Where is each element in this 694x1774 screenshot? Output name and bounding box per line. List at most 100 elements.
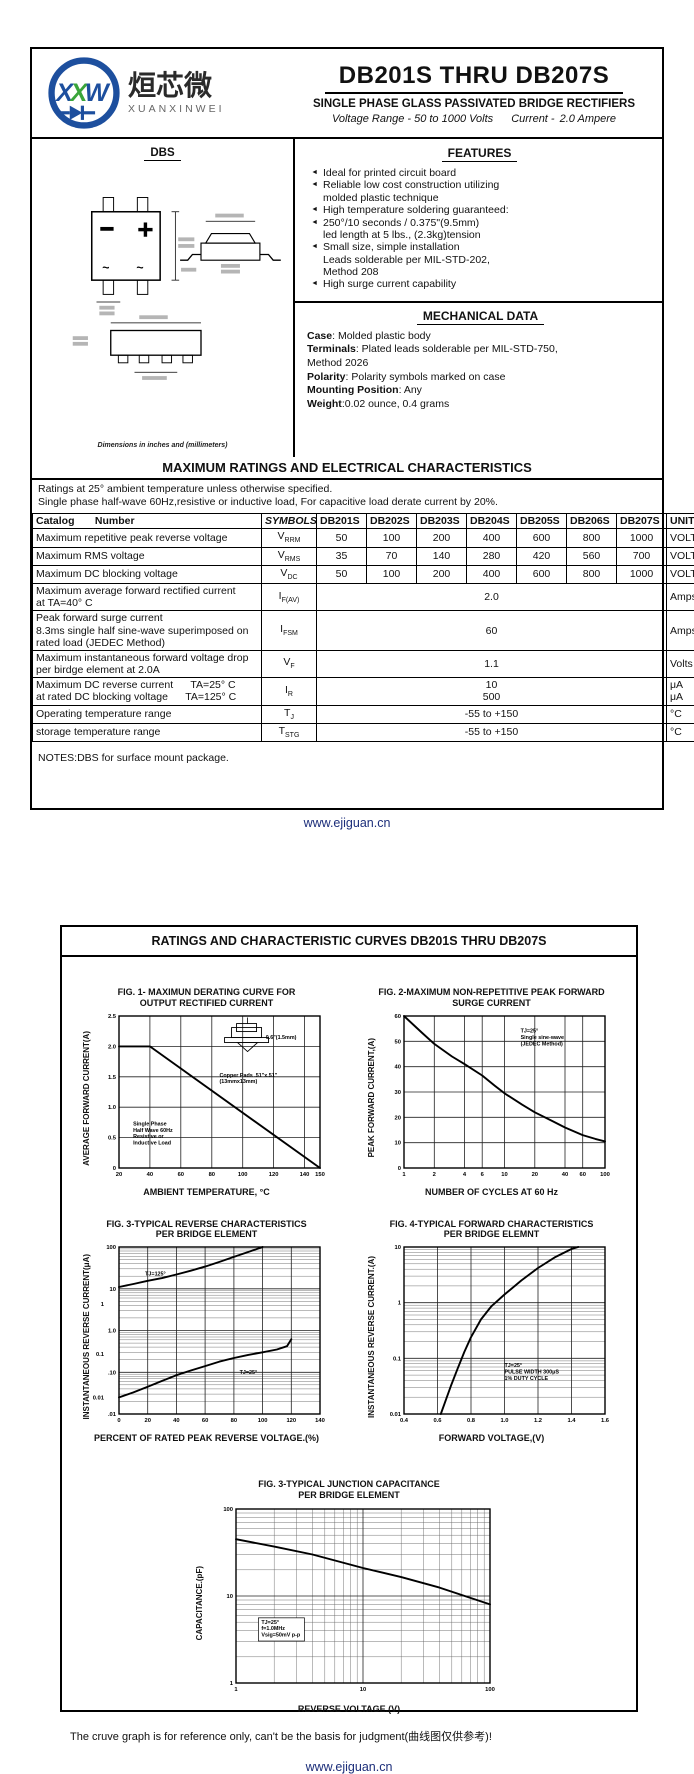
units-cell: °C xyxy=(667,723,694,741)
svg-text:40: 40 xyxy=(395,1064,401,1070)
package-outline-drawing: ~ ~ xyxy=(44,169,282,397)
svg-text:1: 1 xyxy=(101,1302,105,1308)
figure-1-xlabel: AMBIENT TEMPERATURE, °C xyxy=(143,1187,269,1197)
value-cell: 2.0 xyxy=(317,584,667,611)
bullet-icon: ◄ xyxy=(305,167,318,179)
svg-text:TJ=25°: TJ=25° xyxy=(261,1620,279,1626)
svg-text:60: 60 xyxy=(579,1172,585,1178)
units-cell: VOLTS xyxy=(667,547,694,565)
figure-4-ylabel: INSTANTANEOUS REVERSE CURRENT.(A) xyxy=(367,1256,376,1418)
parameter-cell: Maximum RMS voltage xyxy=(33,547,262,565)
figure-1-ylabel: AVERAGE FORWARD CURRENT(A) xyxy=(82,1031,91,1166)
value-cell: 50 xyxy=(317,565,367,583)
svg-text:2.0: 2.0 xyxy=(108,1044,116,1050)
symbol-cell: IFSM xyxy=(262,611,317,651)
table-notes: NOTES:DBS for surface mount package. xyxy=(32,742,662,808)
ratings-note-2: Single phase half-wave 60Hz,resistive or… xyxy=(38,496,656,509)
svg-text:140: 140 xyxy=(300,1172,310,1178)
svg-text:Single Phase: Single Phase xyxy=(133,1121,167,1127)
figure-2: FIG. 2-MAXIMUM NON-REPETITIVE PEAK FORWA… xyxy=(349,987,634,1197)
svg-text:0.6"(1.5mm): 0.6"(1.5mm) xyxy=(266,1034,297,1040)
value-cell: 35 xyxy=(317,547,367,565)
value-cell: 420 xyxy=(517,547,567,565)
package-caption: Dimensions in inches and (millimeters) xyxy=(32,442,293,449)
svg-text:(JEDEC Method): (JEDEC Method) xyxy=(521,1041,563,1047)
units-cell: °C xyxy=(667,705,694,723)
value-cell: 700 xyxy=(617,547,667,565)
value-cell: 70 xyxy=(367,547,417,565)
footer-url-page1[interactable]: www.ejiguan.cn xyxy=(0,816,694,830)
header: X X W 烜芯微 XUANXINWEI DB201S THRU DB207S … xyxy=(32,49,662,139)
units-cell: Amps xyxy=(667,584,694,611)
svg-text:40: 40 xyxy=(173,1418,179,1424)
ratings-title: MAXIMUM RATINGS AND ELECTRICAL CHARACTER… xyxy=(32,457,662,480)
svg-text:Copper Pads .51"x.51": Copper Pads .51"x.51" xyxy=(220,1072,278,1078)
svg-text:80: 80 xyxy=(209,1172,215,1178)
svg-text:0: 0 xyxy=(117,1418,120,1424)
figure-4-xlabel: FORWARD VOLTAGE,(V) xyxy=(439,1433,545,1443)
device-column-header: DB207S xyxy=(617,514,667,529)
parameter-cell: Maximum repetitive peak reverse voltage xyxy=(33,529,262,547)
mechanical-data-line: Weight:0.02 ounce, 0.4 grams xyxy=(307,398,654,412)
svg-text:0.5: 0.5 xyxy=(108,1135,117,1141)
value-cell: 100 xyxy=(367,565,417,583)
symbol-cell: TJ xyxy=(262,705,317,723)
svg-text:100: 100 xyxy=(258,1418,268,1424)
svg-text:Vsig=50mV p-p: Vsig=50mV p-p xyxy=(261,1632,301,1638)
value-cell: 200 xyxy=(417,529,467,547)
datasheet-page-2: RATINGS AND CHARACTERISTIC CURVES DB201S… xyxy=(60,925,638,1712)
value-cell: 400 xyxy=(467,565,517,583)
ratings-row: Maximum instantaneous forward voltage dr… xyxy=(33,650,694,677)
svg-text:10: 10 xyxy=(226,1594,232,1600)
svg-text:150: 150 xyxy=(315,1172,325,1178)
catalog-number-header: Catalog Number xyxy=(33,514,262,529)
value-cell: 1000 xyxy=(617,565,667,583)
svg-text:0.1: 0.1 xyxy=(96,1352,105,1358)
mechanical-data-section: MECHANICAL DATA Case: Molded plastic bod… xyxy=(295,303,662,416)
units-header: UNITS xyxy=(667,514,694,529)
svg-text:100: 100 xyxy=(223,1507,233,1513)
svg-text:1: 1 xyxy=(229,1681,233,1687)
parameter-cell: Maximum DC blocking voltage xyxy=(33,565,262,583)
page-title: DB201S THRU DB207S xyxy=(325,62,623,94)
svg-text:80: 80 xyxy=(231,1418,237,1424)
value-cell: 50 xyxy=(317,529,367,547)
device-column-header: DB201S xyxy=(317,514,367,529)
svg-text:10: 10 xyxy=(395,1140,401,1146)
svg-text:140: 140 xyxy=(315,1418,325,1424)
ratings-notes: Ratings at 25° ambient temperature unles… xyxy=(32,480,662,513)
feature-item: ◄High temperature soldering guaranteed: xyxy=(305,204,654,216)
reference-disclaimer: The cruve graph is for reference only, c… xyxy=(62,1714,636,1744)
features-title: FEATURES xyxy=(442,146,518,162)
svg-text:0.1: 0.1 xyxy=(393,1356,402,1362)
symbols-header: SYMBOLS xyxy=(262,514,317,529)
svg-text:PULSE WIDTH 300μS: PULSE WIDTH 300μS xyxy=(505,1370,560,1376)
svg-text:TJ=25°: TJ=25° xyxy=(505,1363,523,1369)
datasheet-page-1: X X W 烜芯微 XUANXINWEI DB201S THRU DB207S … xyxy=(30,47,664,810)
parameter-cell: Maximum instantaneous forward voltage dr… xyxy=(33,650,262,677)
svg-text:2: 2 xyxy=(433,1172,436,1178)
svg-text:1.0: 1.0 xyxy=(108,1329,116,1335)
svg-text:20: 20 xyxy=(395,1115,401,1121)
svg-text:120: 120 xyxy=(269,1172,279,1178)
mechanical-data-line: Method 2026 xyxy=(307,357,654,371)
svg-text:100: 100 xyxy=(238,1172,248,1178)
footer-url-page2[interactable]: www.ejiguan.cn xyxy=(62,1760,636,1774)
figure-2-ylabel: PEAK FORWARD CURRENT,(A) xyxy=(367,1038,376,1157)
svg-text:0: 0 xyxy=(113,1166,116,1172)
